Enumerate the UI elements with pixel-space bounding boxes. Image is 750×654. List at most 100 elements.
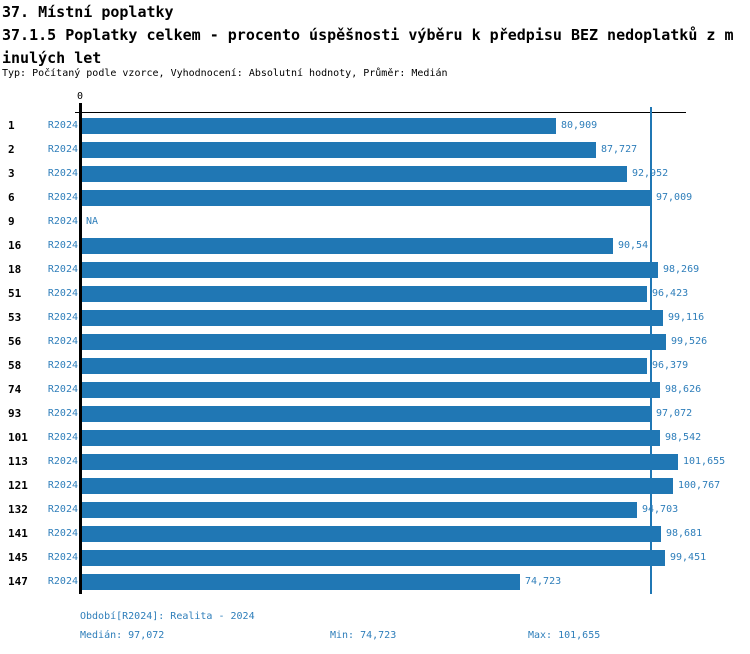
footer-max: Max: 101,655 — [528, 630, 601, 641]
bar — [82, 382, 660, 398]
bar — [82, 478, 673, 494]
bar — [82, 118, 556, 134]
row-series-label: R2024 — [47, 504, 78, 515]
row-series-label: R2024 — [47, 480, 78, 491]
row-series-label: R2024 — [47, 192, 78, 203]
chart-row: 132 R2024 94,703 — [0, 498, 750, 522]
y-axis-line — [79, 103, 82, 594]
bar-value-label: 100,767 — [678, 480, 721, 491]
chart-row: 101 R2024 98,542 — [0, 426, 750, 450]
bar — [82, 502, 637, 518]
bar-value-label: 98,542 — [665, 432, 702, 443]
chart-title-line2: inulých let — [2, 49, 102, 67]
row-category-label: 9 — [8, 215, 15, 228]
footer-period: Období[R2024]: Realita - 2024 — [80, 611, 255, 622]
bar-value-label: 99,451 — [670, 552, 707, 563]
bar-value-label: 92,952 — [632, 168, 669, 179]
row-series-label: R2024 — [47, 528, 78, 539]
bar — [82, 262, 658, 278]
row-series-label: R2024 — [47, 312, 78, 323]
bar — [82, 142, 596, 158]
row-series-label: R2024 — [47, 264, 78, 275]
bar — [82, 550, 665, 566]
row-category-label: 56 — [8, 335, 22, 348]
footer-median: Medián: 97,072 — [80, 630, 165, 641]
bar-value-label: 98,626 — [665, 384, 702, 395]
row-category-label: 74 — [8, 383, 22, 396]
bar-chart: 1 R2024 80,909 2 R2024 87,727 3 R2024 92,952 6 R20… — [0, 114, 750, 594]
bar-value-label: 99,526 — [671, 336, 708, 347]
row-category-label: 6 — [8, 191, 15, 204]
bar — [82, 406, 651, 422]
bar — [82, 238, 613, 254]
row-series-label: R2024 — [47, 336, 78, 347]
row-category-label: 145 — [8, 551, 28, 564]
chart-row: 56 R2024 99,526 — [0, 330, 750, 354]
chart-row: 9 R2024 NA — [0, 210, 750, 234]
row-category-label: 93 — [8, 407, 22, 420]
x-axis-top-line — [75, 112, 686, 113]
chart-row: 3 R2024 92,952 — [0, 162, 750, 186]
row-series-label: R2024 — [47, 240, 78, 251]
row-series-label: R2024 — [47, 576, 78, 587]
bar-value-label: 96,379 — [652, 360, 689, 371]
chart-row: 1 R2024 80,909 — [0, 114, 750, 138]
footer-min: Min: 74,723 — [330, 630, 397, 641]
chart-row: 58 R2024 96,379 — [0, 354, 750, 378]
row-series-label: R2024 — [47, 216, 78, 227]
row-series-label: R2024 — [47, 408, 78, 419]
row-category-label: 101 — [8, 431, 28, 444]
bar — [82, 358, 647, 374]
chart-row: 51 R2024 96,423 — [0, 282, 750, 306]
chart-row: 113 R2024 101,655 — [0, 450, 750, 474]
row-category-label: 113 — [8, 455, 28, 468]
na-label: NA — [86, 216, 99, 227]
bar — [82, 190, 651, 206]
row-series-label: R2024 — [47, 288, 78, 299]
bar — [82, 454, 678, 470]
bar — [82, 166, 627, 182]
chart-row: 145 R2024 99,451 — [0, 546, 750, 570]
bar — [82, 574, 520, 590]
row-series-label: R2024 — [47, 168, 78, 179]
chart-row: 141 R2024 98,681 — [0, 522, 750, 546]
chart-row: 147 R2024 74,723 — [0, 570, 750, 594]
chart-title-line1: 37.1.5 Poplatky celkem - procento úspěšn… — [2, 26, 734, 44]
bar-value-label: 80,909 — [561, 120, 598, 131]
row-category-label: 121 — [8, 479, 28, 492]
bar-value-label: 97,009 — [656, 192, 693, 203]
row-category-label: 53 — [8, 311, 22, 324]
bar-value-label: 90,54 — [618, 240, 649, 251]
median-reference-line — [650, 107, 652, 594]
bar — [82, 334, 666, 350]
row-category-label: 16 — [8, 239, 22, 252]
axis-zero-tick-label: 0 — [76, 91, 84, 102]
row-series-label: R2024 — [47, 120, 78, 131]
bar-value-label: 99,116 — [668, 312, 705, 323]
row-series-label: R2024 — [47, 456, 78, 467]
row-category-label: 51 — [8, 287, 22, 300]
chart-row: 74 R2024 98,626 — [0, 378, 750, 402]
bar — [82, 430, 660, 446]
chart-meta: Typ: Počítaný podle vzorce, Vyhodnocení:… — [2, 68, 448, 79]
bar-value-label: 97,072 — [656, 408, 693, 419]
row-series-label: R2024 — [47, 552, 78, 563]
chart-row: 53 R2024 99,116 — [0, 306, 750, 330]
bar-value-label: 101,655 — [683, 456, 726, 467]
row-category-label: 58 — [8, 359, 22, 372]
chart-row: 16 R2024 90,54 — [0, 234, 750, 258]
row-series-label: R2024 — [47, 384, 78, 395]
row-category-label: 2 — [8, 143, 15, 156]
bar-value-label: 87,727 — [601, 144, 638, 155]
chart-row: 6 R2024 97,009 — [0, 186, 750, 210]
row-category-label: 18 — [8, 263, 22, 276]
row-category-label: 3 — [8, 167, 15, 180]
chart-row: 2 R2024 87,727 — [0, 138, 750, 162]
row-category-label: 147 — [8, 575, 28, 588]
row-category-label: 132 — [8, 503, 28, 516]
row-series-label: R2024 — [47, 144, 78, 155]
bar-value-label: 74,723 — [525, 576, 562, 587]
row-category-label: 1 — [8, 119, 15, 132]
bar-value-label: 98,681 — [666, 528, 703, 539]
